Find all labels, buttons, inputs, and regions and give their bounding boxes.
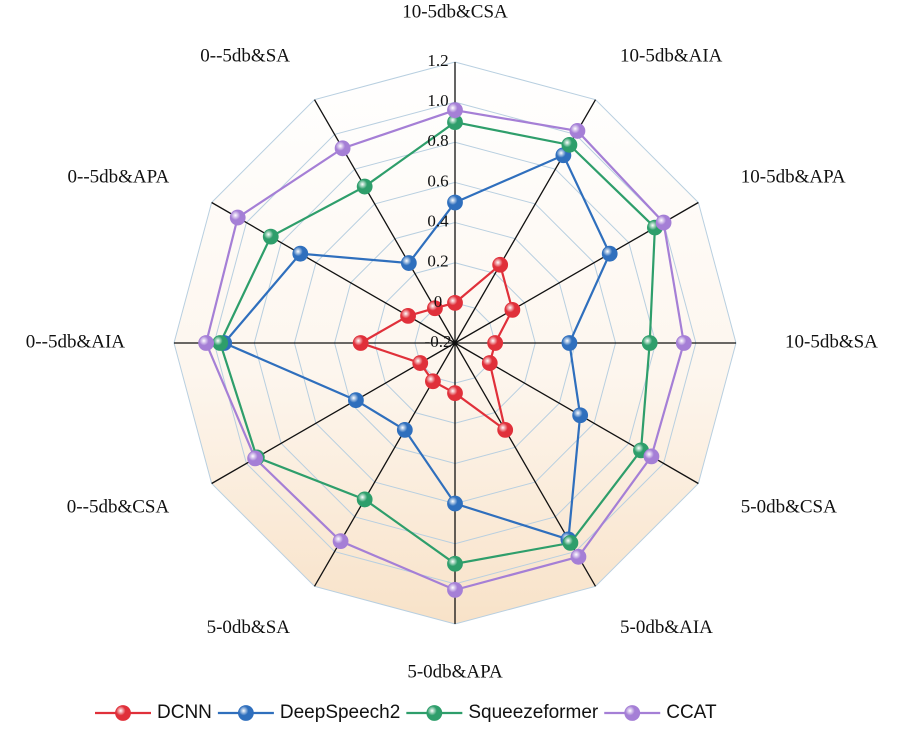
data-point: [492, 256, 509, 273]
data-point: [356, 178, 373, 195]
legend-marker: [624, 705, 641, 721]
data-point: [447, 194, 463, 211]
data-point: [262, 228, 279, 245]
legend-label: CCAT: [666, 702, 717, 723]
data-point: [356, 491, 373, 508]
data-point: [352, 335, 369, 351]
data-point: [348, 392, 364, 409]
r-tick-label: 0.4: [427, 211, 449, 230]
data-point: [572, 407, 589, 424]
data-point: [292, 245, 309, 262]
data-point: [198, 335, 215, 351]
data-point: [212, 335, 229, 351]
data-point: [447, 385, 463, 402]
data-point: [447, 294, 463, 311]
r-tick-label: 0.6: [427, 171, 448, 190]
data-point: [641, 335, 658, 351]
category-label: 10-5db&SA: [785, 331, 878, 352]
category-label: 0--5db&APA: [68, 166, 170, 187]
data-point: [447, 495, 463, 512]
data-point: [396, 422, 413, 438]
data-point: [497, 422, 514, 438]
data-point: [334, 140, 351, 157]
r-tick-label: -0.2: [425, 332, 452, 351]
data-point: [481, 355, 498, 371]
data-point: [570, 548, 587, 565]
data-point: [427, 300, 443, 317]
legend-label: Squeezeformer: [468, 702, 599, 723]
data-point: [400, 308, 416, 324]
data-point: [229, 209, 246, 226]
data-point: [675, 335, 692, 351]
legend: DCNN DeepSpeech2 Squeezeformer CCAT: [95, 702, 717, 723]
r-tick-label: 0: [434, 292, 443, 311]
data-point: [247, 450, 264, 467]
data-point: [504, 301, 521, 318]
data-point: [412, 355, 429, 371]
category-label: 0--5db&AIA: [26, 331, 125, 352]
r-tick-label: 1.0: [427, 91, 448, 110]
data-point: [487, 335, 504, 351]
category-label: 10-5db&APA: [741, 166, 846, 187]
category-label: 5-0db&APA: [407, 661, 503, 682]
category-label: 5-0db&CSA: [741, 496, 837, 517]
legend-label: DCNN: [157, 702, 212, 723]
data-point: [332, 533, 349, 550]
data-point: [447, 555, 463, 572]
legend-marker: [237, 705, 254, 721]
data-point: [561, 136, 578, 153]
legend-marker: [426, 705, 443, 721]
data-point: [561, 335, 578, 351]
data-point: [601, 245, 618, 262]
r-tick-label: 0.8: [427, 131, 448, 150]
r-tick-label: 0.2: [427, 252, 448, 271]
category-label: 5-0db&AIA: [620, 617, 713, 638]
category-label: 10-5db&AIA: [620, 46, 723, 67]
legend-label: DeepSpeech2: [280, 702, 400, 723]
legend-marker: [115, 705, 131, 721]
data-point: [569, 123, 586, 139]
data-point: [447, 102, 463, 119]
data-point: [643, 448, 660, 465]
category-label: 0--5db&CSA: [67, 496, 170, 517]
category-label: 0--5db&SA: [200, 46, 290, 67]
category-label: 10-5db&CSA: [402, 1, 508, 22]
r-tick-label: 1.2: [427, 51, 448, 70]
data-point: [400, 255, 417, 271]
plot: [198, 102, 692, 598]
data-point: [655, 214, 672, 231]
labels: -0.2 0 0.2 0.4 0.6 0.8 1.0 1.2 10-5db&CSA 10-5db&…: [26, 1, 878, 682]
data-point: [562, 534, 579, 551]
category-label: 5-0db&SA: [207, 617, 291, 638]
data-point: [425, 373, 441, 390]
data-point: [447, 581, 463, 598]
